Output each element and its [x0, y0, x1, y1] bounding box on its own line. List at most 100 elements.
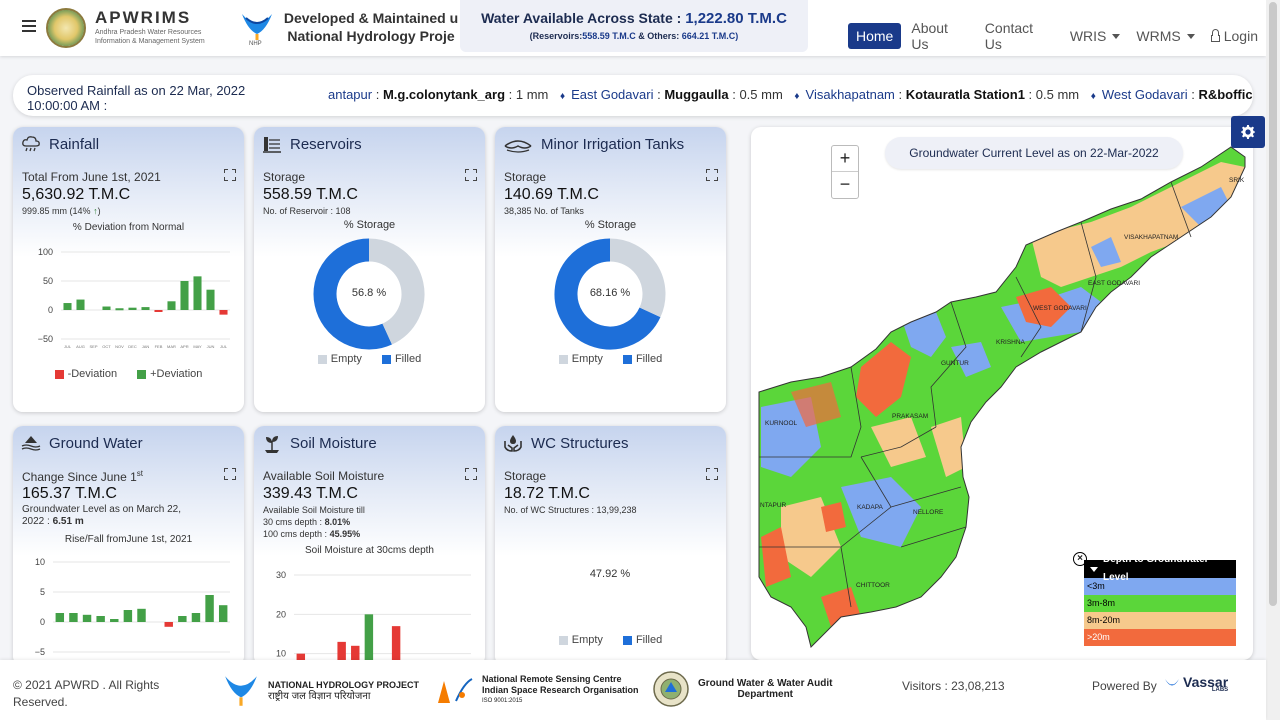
chart-bar[interactable]: [69, 613, 78, 622]
nrsc-footer-logo[interactable]: National Remote Sensing Centre Indian Spa…: [434, 673, 639, 707]
ticker-district: antapur: [328, 87, 373, 102]
chart-bar[interactable]: [205, 595, 214, 622]
x-tick-label: JUL: [64, 344, 72, 349]
top-header: APWRIMS Andhra Pradesh Water Resources I…: [0, 0, 1266, 56]
gwd-footer-logo[interactable]: Ground Water & Water Audit Department: [652, 670, 832, 708]
nav-wris[interactable]: WRIS: [1062, 23, 1129, 49]
chart-bar[interactable]: [82, 614, 92, 622]
donut-slice-filled[interactable]: [554, 238, 661, 350]
expand-icon[interactable]: [224, 169, 236, 181]
chart-bar[interactable]: [102, 306, 111, 310]
chart-bar[interactable]: [63, 303, 72, 310]
chart-bar[interactable]: [219, 310, 228, 315]
y-tick-label: 0: [40, 617, 45, 627]
brand-title[interactable]: APWRIMS: [95, 8, 192, 27]
menu-icon[interactable]: [22, 20, 36, 32]
chart-bar[interactable]: [296, 653, 306, 663]
chart-bar[interactable]: [137, 608, 146, 622]
chart-title: Rise/Fall fromJune 1st, 2021: [64, 534, 193, 545]
x-tick-label: JUL: [220, 344, 228, 349]
map-label-nellore: NELLORE: [913, 509, 944, 516]
chart-bar[interactable]: [123, 610, 133, 622]
page-scrollbar[interactable]: [1266, 0, 1280, 720]
ticker-value: 0.5 mm: [739, 87, 783, 102]
ticker-track: antapur : M.g.colonytank_arg : 1 mm ♦ Eas…: [328, 87, 1253, 102]
expand-icon[interactable]: [465, 468, 477, 480]
card-value: 5,630.92 T.M.C: [22, 186, 131, 203]
chart-bar[interactable]: [96, 616, 105, 622]
caret-down-icon[interactable]: [1090, 566, 1098, 572]
main-nav: Home About Us Contact Us WRIS WRMS Login: [848, 15, 1266, 57]
zoom-in-button[interactable]: +: [832, 146, 858, 172]
card-value: 18.72 T.M.C: [504, 485, 590, 502]
legend-filled: Filled: [635, 634, 663, 646]
vassar-logo[interactable]: Vassar LABS: [1164, 674, 1228, 693]
chart-bar[interactable]: [218, 605, 228, 622]
gwd-emblem-icon: [653, 671, 689, 707]
legend-filled: Filled: [394, 353, 422, 365]
card-sub: 999.85 mm (14% ↑): [22, 206, 101, 216]
legend-filled: Filled: [635, 353, 663, 365]
reservoirs-card[interactable]: Reservoirs Storage 558.59 T.M.C No. of R…: [254, 127, 485, 412]
nav-wrms[interactable]: WRMS: [1128, 23, 1202, 49]
chart-bar[interactable]: [115, 308, 124, 311]
expand-icon[interactable]: [224, 468, 236, 480]
y-tick-label: 30: [276, 570, 286, 580]
chart-bar[interactable]: [164, 622, 173, 627]
expand-icon[interactable]: [706, 468, 718, 480]
donut-slice-empty[interactable]: [609, 238, 666, 318]
ticker-station: Muggaulla: [664, 87, 729, 102]
chart-bar[interactable]: [180, 281, 189, 310]
card-title: Reservoirs: [290, 135, 362, 153]
rainfall-card[interactable]: Rainfall Total From June 1st, 2021 5,630…: [13, 127, 244, 412]
lock-icon: [1210, 28, 1220, 42]
page-footer: © 2021 APWRD . All Rights Reserved. NATI…: [0, 660, 1266, 720]
chart-bar[interactable]: [337, 641, 346, 663]
chart-bar[interactable]: [76, 299, 85, 310]
chart-bar[interactable]: [167, 301, 176, 310]
nav-login[interactable]: Login: [1203, 23, 1266, 49]
nav-home[interactable]: Home: [848, 23, 902, 49]
y-tick-label: 10: [276, 649, 286, 659]
chart-bar[interactable]: [110, 619, 119, 622]
donut-slice-empty[interactable]: [368, 238, 425, 345]
legend-row-gt20m: >20m: [1084, 629, 1236, 646]
chart-bar[interactable]: [141, 307, 150, 310]
donut-slice-filled[interactable]: [313, 238, 392, 350]
y-tick-label: 10: [35, 557, 45, 567]
minor-irrigation-card[interactable]: Minor Irrigation Tanks Storage 140.69 T.…: [495, 127, 726, 412]
card-label: Change Since June 1st: [22, 469, 143, 484]
groundwater-card[interactable]: Ground Water Change Since June 1st 165.3…: [13, 426, 244, 666]
chart-bar[interactable]: [128, 307, 137, 310]
x-tick-label: JAN: [142, 344, 150, 349]
nav-contact-us[interactable]: Contact Us: [984, 20, 1034, 52]
groundwater-icon: [21, 436, 41, 451]
chart-bar[interactable]: [391, 626, 401, 663]
soil-moisture-card[interactable]: Soil Moisture Available Soil Moisture 33…: [254, 426, 485, 666]
x-tick-label: FEB: [155, 344, 163, 349]
reservoir-value: 558.59 T.M.C: [582, 31, 636, 41]
expand-icon[interactable]: [465, 169, 477, 181]
nav-about-us[interactable]: About Us: [911, 20, 948, 52]
chart-bar[interactable]: [351, 645, 360, 663]
chart-bar[interactable]: [178, 616, 187, 622]
others-value: 664.21 T.M.C): [681, 31, 739, 41]
nhp-footer-logo[interactable]: NATIONAL HYDROLOGY PROJECT राष्ट्रीय जल व…: [222, 672, 419, 710]
wc-structures-card[interactable]: WC Structures Storage 18.72 T.M.C No. of…: [495, 426, 726, 666]
map-label-kurnool: KURNOOL: [765, 420, 798, 427]
hands-water-icon: [504, 435, 522, 452]
close-legend-button[interactable]: ×: [1073, 552, 1087, 566]
settings-gear-button[interactable]: [1231, 116, 1265, 148]
expand-icon[interactable]: [706, 169, 718, 181]
chart-bar[interactable]: [154, 310, 163, 312]
ticker-value: 1 mm: [515, 87, 549, 102]
chart-bar[interactable]: [364, 614, 374, 663]
map-label-srikakulam: SRIK: [1229, 177, 1245, 184]
chart-bar[interactable]: [191, 613, 201, 622]
chart-bar[interactable]: [206, 289, 215, 310]
chart-bar[interactable]: [55, 613, 65, 622]
ap-emblem-logo[interactable]: [46, 8, 86, 48]
zoom-out-button[interactable]: −: [839, 174, 851, 194]
chart-bar[interactable]: [193, 276, 202, 310]
x-tick-label: DEC: [128, 344, 137, 349]
